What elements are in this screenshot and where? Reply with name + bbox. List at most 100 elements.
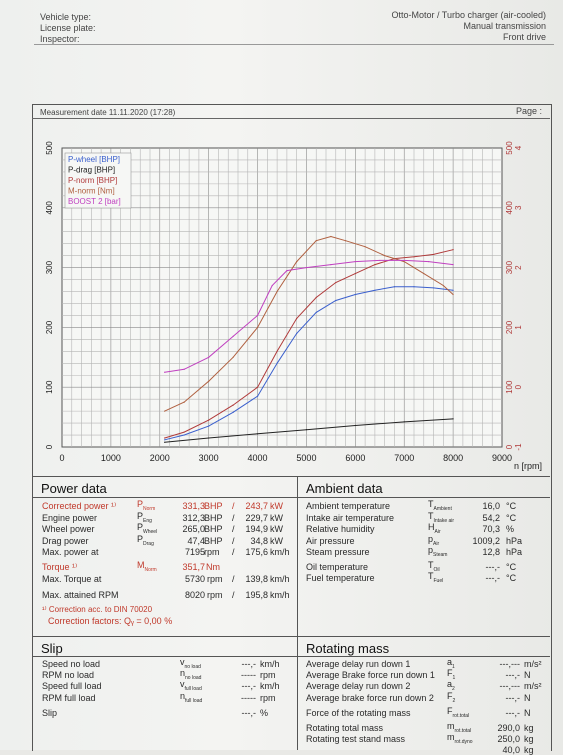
power-row-unit2: km/h xyxy=(270,547,290,557)
max-torque-label: Max. Torque at xyxy=(42,574,102,584)
ambient-row-symbol-subscript: Air xyxy=(433,540,440,547)
slip-row-symbol-letter: n xyxy=(180,668,186,679)
power-row-value2: 243,7 xyxy=(245,501,268,511)
engine-type: Otto-Motor / Turbo charger (air-cooled) xyxy=(391,10,546,20)
y-tick-left: 300 xyxy=(45,260,54,274)
max-torque-speed-unit: km/h xyxy=(270,574,290,584)
series-point-4 xyxy=(354,261,356,263)
ambient-row-symbol: TFuel xyxy=(428,571,443,584)
correction-note: ¹⁾ Correction acc. to DIN 70020 xyxy=(42,605,153,614)
power-row-slash: / xyxy=(232,524,235,534)
y-tick-left: 100 xyxy=(45,380,54,394)
rotating-row-label: Rotating test stand mass xyxy=(306,734,406,745)
rotating-row-symbol: a2 xyxy=(447,679,455,692)
series-point-2 xyxy=(413,256,415,258)
rotating-row-unit: m/s² xyxy=(524,659,542,669)
y-tick-right-boost: 0 xyxy=(514,384,523,389)
page-label: Page : xyxy=(516,106,543,116)
power-row-symbol: PDrag xyxy=(137,534,154,547)
ambient-row-symbol-letter: H xyxy=(428,522,435,532)
series-point-0 xyxy=(256,395,259,397)
series-point-3 xyxy=(296,261,298,263)
max-rpm-label: Max. attained RPM xyxy=(42,590,119,600)
power-row-value: 331,3 xyxy=(182,501,205,511)
power-row-value: 7195 xyxy=(184,547,205,557)
series-point-1 xyxy=(354,424,356,427)
rotating-row-label: Average brake force run down 2 xyxy=(306,692,434,703)
torque-label: Torque ¹⁾ xyxy=(42,562,78,572)
ambient-row-unit: hPa xyxy=(506,547,523,557)
rotating-row-symbol-letter: a xyxy=(447,657,453,667)
ambient-row-value: 16,0 xyxy=(482,501,500,511)
series-point-3 xyxy=(364,246,366,248)
rotating-mass-title: Rotating mass xyxy=(306,641,390,656)
y-tick-left: 500 xyxy=(45,141,54,155)
series-point-2 xyxy=(183,431,185,433)
series-point-4 xyxy=(164,371,166,373)
inspector-label: Inspector: xyxy=(40,34,80,44)
rotating-row-value: ---,--- xyxy=(499,659,520,669)
max-torque-speed: 139,8 xyxy=(245,574,268,584)
max-rpm-speed: 195,8 xyxy=(245,590,268,600)
rotating-row-symbol-subscript: 1 xyxy=(452,663,455,670)
series-line-4 xyxy=(164,259,454,373)
ambient-row-unit: °C xyxy=(506,512,517,523)
plot-area xyxy=(61,147,503,448)
power-row-value2: 194,9 xyxy=(245,524,268,534)
series-point-3 xyxy=(315,240,317,242)
legend-box xyxy=(64,152,132,209)
ambient-row-value: 70,3 xyxy=(482,524,500,534)
power-ambient-divider xyxy=(297,476,298,636)
rotating-row-unit: N xyxy=(524,670,531,681)
ambient-row-symbol-letter: T xyxy=(428,499,434,509)
series-point-4 xyxy=(208,356,210,358)
series-point-0 xyxy=(164,439,166,441)
y-tick-right-boost: 1 xyxy=(514,325,523,330)
series-point-0 xyxy=(335,299,337,302)
header-rule xyxy=(32,118,550,119)
slip-row-symbol-subscript: full load xyxy=(185,697,203,704)
rotating-row-symbol-subscript: 2 xyxy=(452,697,456,704)
vehicle-header: Vehicle type: License plate: Inspector: … xyxy=(34,0,554,45)
rotating-row-symbol: F2 xyxy=(447,691,455,704)
series-point-2 xyxy=(164,437,166,439)
rotating-row-value: ---,--- xyxy=(499,681,520,692)
y-tick-right-boost: 4 xyxy=(514,145,523,150)
slip-row-symbol-letter: n xyxy=(180,690,186,701)
y-tick-right: 300 xyxy=(505,260,514,274)
rotating-row-label: Average delay run down 1 xyxy=(306,659,411,669)
rotating-row-symbol-subscript: rot.total xyxy=(454,727,472,734)
series-point-0 xyxy=(432,287,435,289)
power-row-symbol-subscript: Norm xyxy=(143,505,156,512)
series-point-3 xyxy=(403,261,405,263)
series-point-3 xyxy=(384,255,386,257)
slip-row-value: ----- xyxy=(241,692,256,703)
series-point-3 xyxy=(208,380,210,382)
power-row-value2: 175,6 xyxy=(245,547,268,557)
power-row-slash: / xyxy=(232,547,235,557)
ambient-row-symbol-subscript: Steam xyxy=(433,551,448,558)
power-row-value: 312,3 xyxy=(182,512,205,523)
max-rpm-value: 8020 xyxy=(184,590,205,600)
series-point-2 xyxy=(232,404,234,406)
ambient-row-symbol-letter: T xyxy=(428,510,434,521)
y-tick-left: 400 xyxy=(45,201,54,215)
ambient-row-value: ---,- xyxy=(485,561,501,572)
rotating-row-value: 290,0 xyxy=(497,723,520,733)
slip-row-symbol: nfull load xyxy=(180,691,202,704)
power-row-symbol-letter: P xyxy=(137,533,144,544)
x-tick-label: 4000 xyxy=(248,453,268,463)
slip-row-unit: km/h xyxy=(260,659,280,669)
ambient-row-label: Air pressure xyxy=(306,535,355,546)
torque-value: 351,7 xyxy=(182,562,205,572)
series-point-3 xyxy=(232,356,234,358)
slip-row-unit: % xyxy=(260,707,269,718)
rotating-row-unit: m/s² xyxy=(524,681,542,692)
series-point-0 xyxy=(452,289,454,291)
power-row-unit: rpm xyxy=(204,547,220,557)
series-point-2 xyxy=(452,249,454,251)
series-point-3 xyxy=(423,272,425,275)
series-point-0 xyxy=(413,286,415,288)
ambient-row-symbol-subscript: Air xyxy=(434,528,441,535)
transmission-type: Manual transmission xyxy=(463,21,546,31)
